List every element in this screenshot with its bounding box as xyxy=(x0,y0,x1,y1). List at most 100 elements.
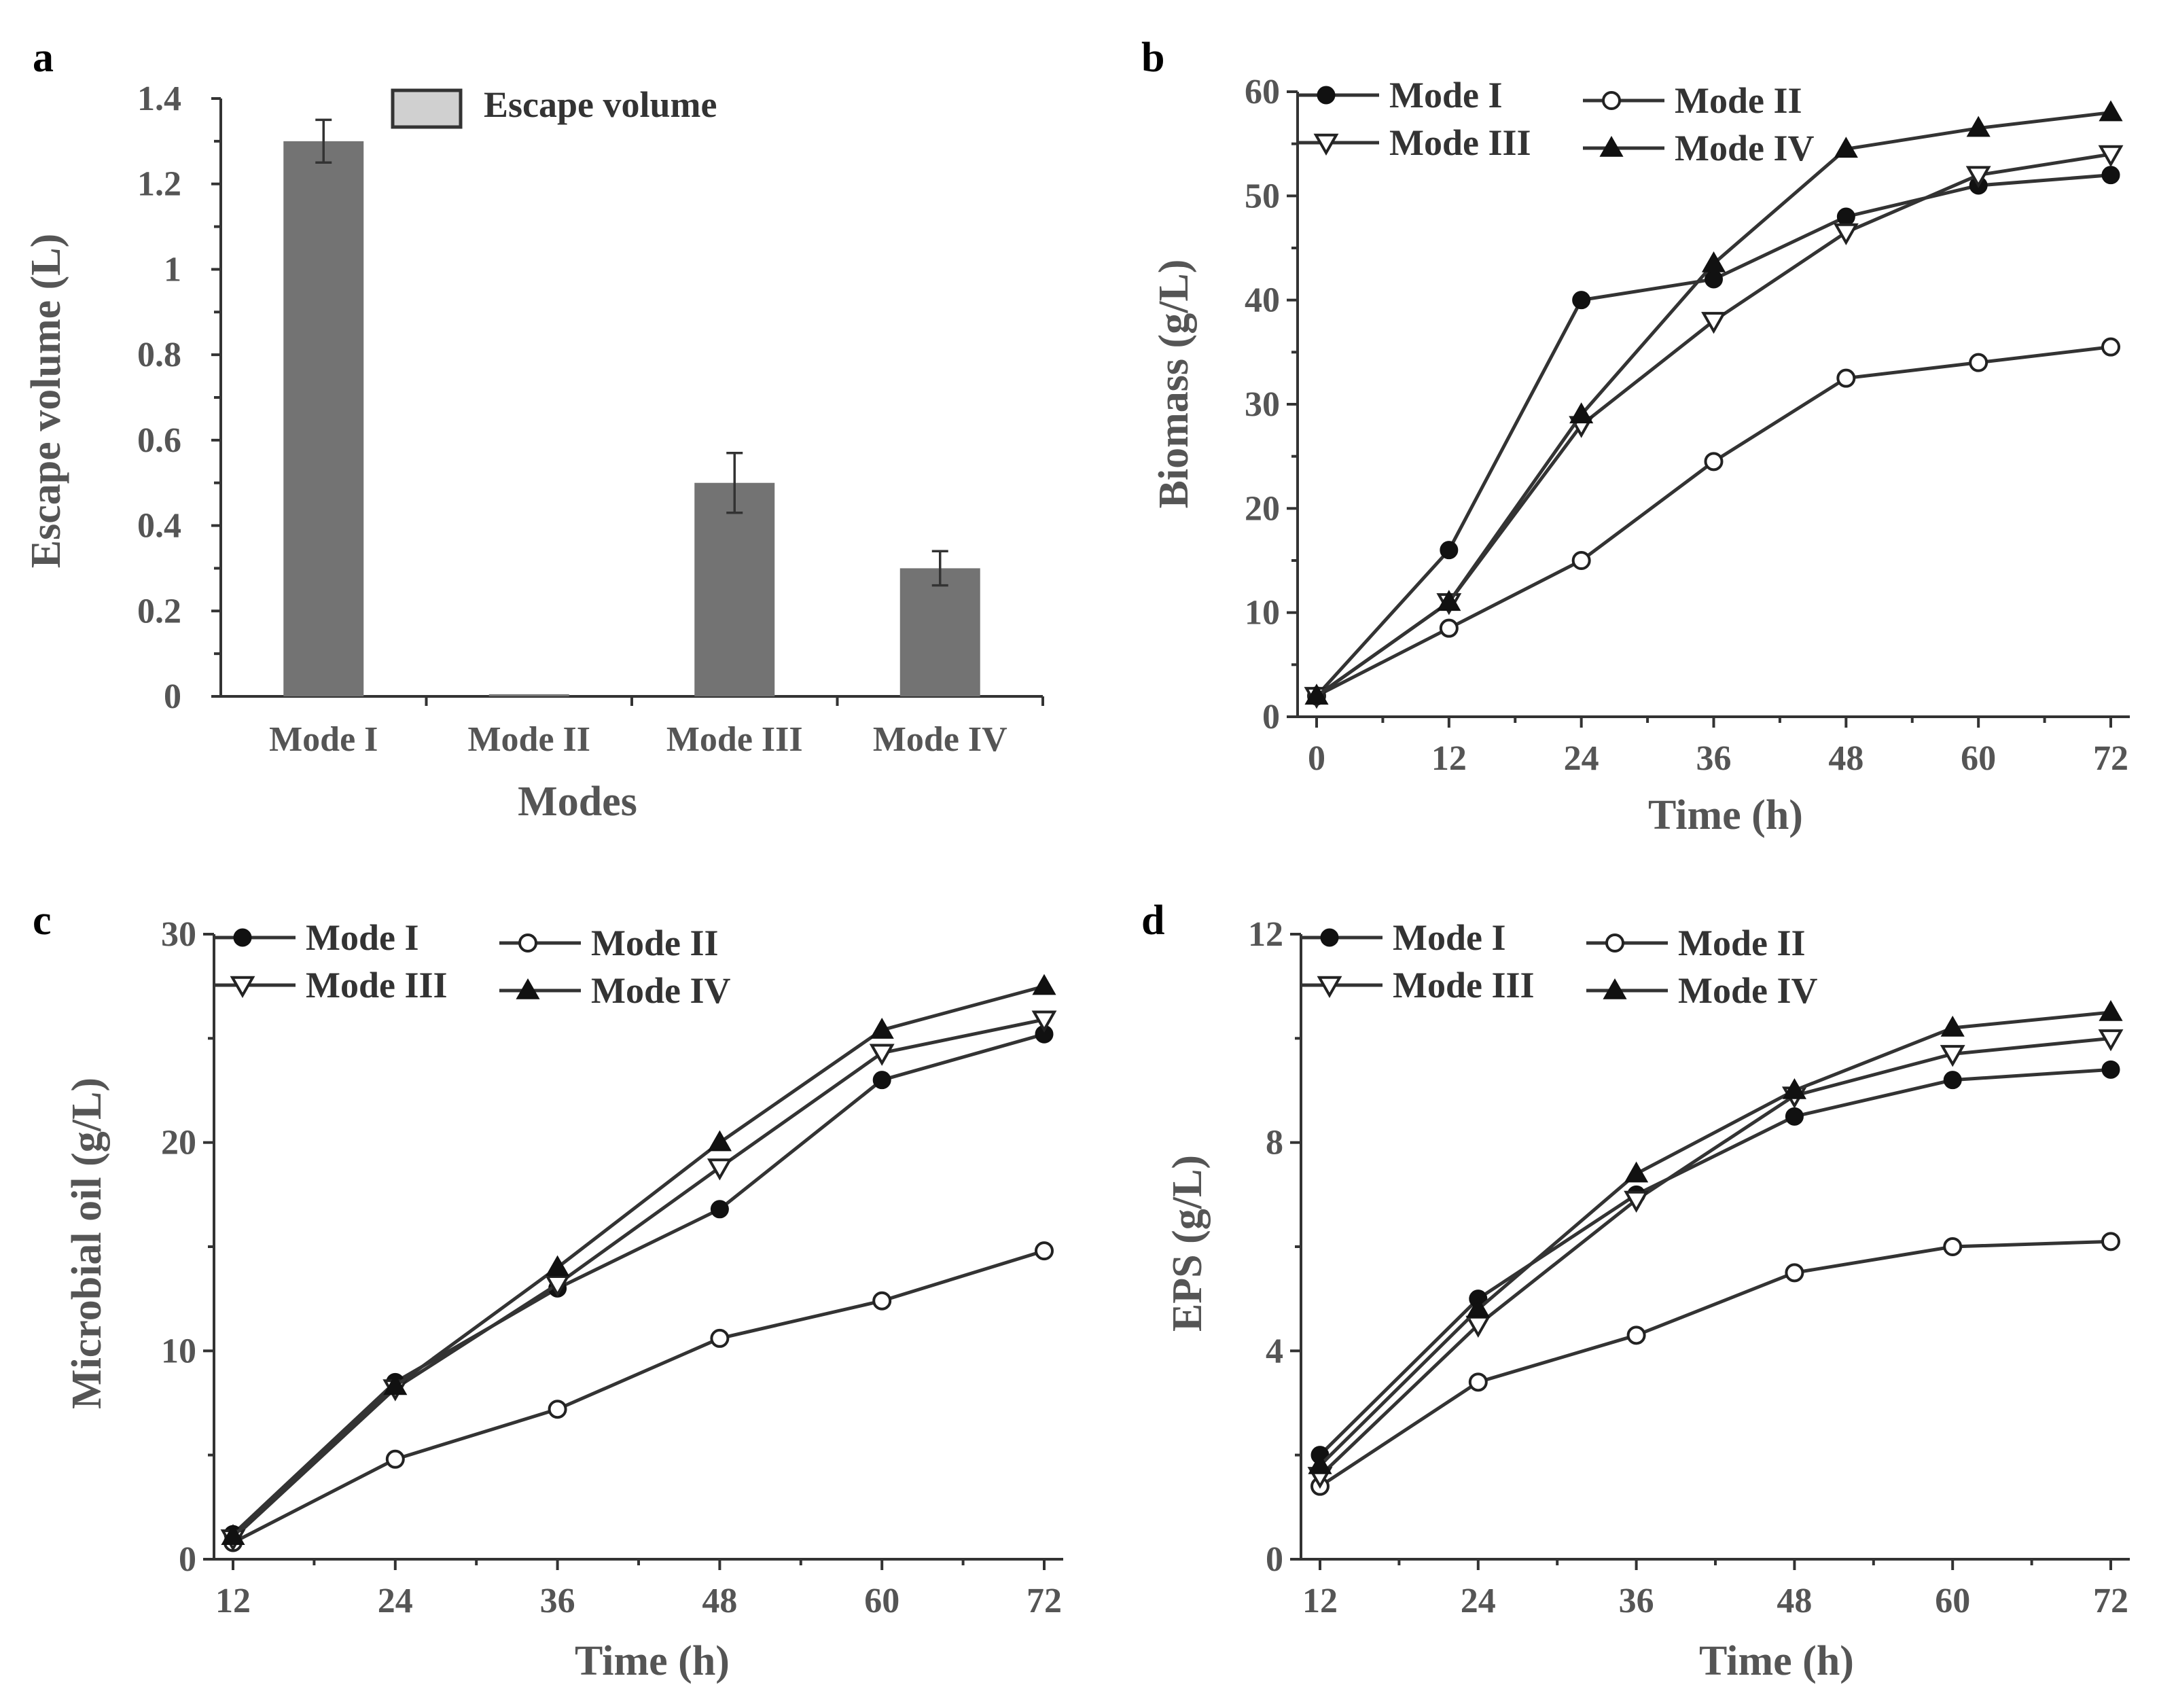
c-data-point xyxy=(710,1328,730,1348)
d-data-point xyxy=(1943,1071,1962,1090)
b-plot-area: 0 10 20 30 40 50 60 0 12 24 36 48 60 72 xyxy=(1245,73,2130,778)
b-x-tick-label: 24 xyxy=(1564,739,1599,778)
d-legend-marker xyxy=(1605,933,1624,953)
d-legend-item-1: Mode I xyxy=(1301,917,1505,958)
b-legend-marker xyxy=(1599,135,1624,157)
b-data-point xyxy=(1569,402,1594,424)
b-data-point xyxy=(1701,251,1726,272)
c-series-line xyxy=(232,1249,1045,1544)
d-legend-label: Mode II xyxy=(1678,923,1806,963)
b-data-point xyxy=(1572,291,1591,310)
d-data-point xyxy=(1782,1078,1806,1099)
c-y-tick-label: 30 xyxy=(161,915,196,954)
a-y-tick-label: 0.8 xyxy=(137,336,181,374)
d-data-point xyxy=(2099,999,2123,1021)
b-legend-item-4: Mode IV xyxy=(1583,128,1814,168)
c-legend: Mode I Mode II Mode III Mode IV xyxy=(214,917,730,1011)
a-bar xyxy=(488,694,569,696)
b-y-tick-label: 10 xyxy=(1245,594,1280,633)
b-legend-label: Mode II xyxy=(1675,80,1802,121)
d-series-line xyxy=(1319,1010,2111,1467)
a-bar xyxy=(283,141,364,696)
c-legend-label: Mode II xyxy=(591,923,719,963)
c-legend-item-1: Mode I xyxy=(214,917,418,958)
d-x-tick-label: 36 xyxy=(1619,1582,1654,1620)
c-legend-label: Mode I xyxy=(306,917,418,958)
panel-c-line-chart: c Microbial oil (g/L) Time (h) 0 10 20 30 12… xyxy=(33,897,1063,1684)
panel-letter-b: b xyxy=(1141,35,1164,81)
d-data-point xyxy=(2101,1060,2120,1079)
a-legend-label: Escape volume xyxy=(484,84,717,125)
a-y-tick-label: 0.2 xyxy=(137,592,181,630)
b-legend-label: Mode III xyxy=(1389,122,1531,163)
d-legend-item-2: Mode II xyxy=(1586,923,1806,963)
b-legend-marker xyxy=(1602,91,1621,110)
c-y-axis-title: Microbial oil (g/L) xyxy=(64,1078,110,1409)
b-data-point xyxy=(1304,683,1329,705)
a-y-tick-label: 0 xyxy=(164,677,181,716)
b-data-point xyxy=(2101,166,2120,185)
c-plot-area: 0 10 20 30 12 24 36 48 60 72 xyxy=(161,915,1063,1620)
c-data-point xyxy=(872,1291,892,1311)
c-legend-marker xyxy=(518,933,537,953)
c-data-point xyxy=(707,1130,732,1152)
c-data-point xyxy=(548,1400,567,1419)
b-y-tick-label: 40 xyxy=(1245,281,1280,320)
d-data-point xyxy=(1624,1190,1649,1213)
d-data-point xyxy=(1785,1107,1804,1126)
d-data-point xyxy=(1626,1326,1646,1345)
c-data-point xyxy=(710,1200,729,1219)
b-y-tick-label: 30 xyxy=(1245,385,1280,424)
b-data-point xyxy=(1833,223,1859,246)
b-data-point xyxy=(1966,115,1991,137)
b-data-point xyxy=(2098,145,2124,168)
b-x-tick-label: 0 xyxy=(1308,739,1325,778)
c-x-tick-label: 60 xyxy=(864,1582,899,1620)
c-x-tick-label: 72 xyxy=(1027,1582,1062,1620)
c-data-point xyxy=(545,1275,571,1298)
b-data-point xyxy=(1439,618,1459,638)
b-y-tick-label: 50 xyxy=(1245,177,1280,215)
c-y-tick-label: 0 xyxy=(179,1540,196,1579)
b-x-tick-label: 48 xyxy=(1828,739,1863,778)
c-legend-marker xyxy=(233,928,252,947)
d-legend-item-4: Mode IV xyxy=(1586,970,1817,1011)
d-legend-label: Mode IV xyxy=(1678,970,1817,1011)
c-data-point xyxy=(1032,974,1056,995)
c-data-point xyxy=(385,1449,405,1469)
d-data-point xyxy=(2098,1029,2124,1052)
b-data-point xyxy=(1704,452,1724,472)
d-data-point xyxy=(1308,1453,1332,1474)
d-x-tick-label: 12 xyxy=(1302,1582,1338,1620)
a-plot-area: 0 0.2 0.4 0.6 0.8 1 1.2 1.4 Mode I Mode II Mode II… xyxy=(137,79,1044,759)
b-x-tick-label: 72 xyxy=(2093,739,2128,778)
c-x-tick-label: 48 xyxy=(702,1582,737,1620)
b-data-point xyxy=(1969,353,1988,372)
a-x-tick-label: Mode IV xyxy=(873,720,1007,759)
b-data-point xyxy=(1571,551,1591,570)
a-y-tick-label: 1 xyxy=(164,250,181,289)
c-series-4 xyxy=(221,974,1056,1546)
b-data-point xyxy=(1705,270,1723,289)
d-x-axis-title: Time (h) xyxy=(1699,1638,1854,1684)
b-x-tick-label: 36 xyxy=(1696,739,1732,778)
b-data-point xyxy=(1701,312,1726,334)
a-legend: Escape volume xyxy=(391,84,717,129)
c-y-tick-label: 10 xyxy=(161,1332,196,1370)
c-data-point xyxy=(870,1018,894,1039)
c-series-line xyxy=(232,984,1045,1538)
a-legend-swatch xyxy=(391,88,463,129)
b-legend-marker xyxy=(1313,133,1339,156)
b-legend-label: Mode I xyxy=(1389,75,1502,115)
a-y-tick-label: 0.6 xyxy=(137,421,181,460)
d-y-tick-label: 12 xyxy=(1248,915,1283,954)
d-legend-label: Mode III xyxy=(1393,965,1535,1006)
b-y-tick-label: 0 xyxy=(1262,698,1280,736)
b-data-point xyxy=(1965,166,1991,188)
c-legend-marker xyxy=(516,978,540,999)
c-data-point xyxy=(221,1524,245,1546)
c-legend-item-4: Mode IV xyxy=(499,970,730,1011)
